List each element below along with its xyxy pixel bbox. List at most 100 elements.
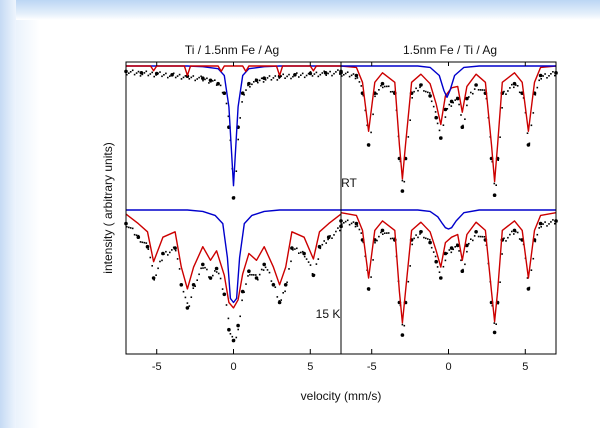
spectrum-dot-bottom-left-23 <box>171 249 173 251</box>
data-point-bottom-left-9 <box>201 262 205 267</box>
data-point-bottom-left-15 <box>236 323 240 328</box>
spectrum-dot-bottom-right-87 <box>511 230 513 233</box>
spectrum-dot-top-left-4 <box>133 73 136 76</box>
spectrum-dot-bottom-left-71 <box>264 266 267 269</box>
spectrum-dot-top-right-39 <box>417 89 419 92</box>
spectrum-dot-bottom-right-1 <box>343 222 345 224</box>
spectrum-dot-top-right-5 <box>350 74 353 77</box>
spectrum-dot-top-right-45 <box>429 92 431 94</box>
spectrum-dot-bottom-right-98 <box>532 257 535 260</box>
spectrum-dot-top-left-73 <box>268 75 271 77</box>
spectrum-dot-top-left-9 <box>143 72 146 74</box>
spectrum-dot-bottom-right-31 <box>401 323 404 326</box>
x-tick-label-bottom-right-5: 5 <box>522 361 528 373</box>
spectrum-dot-top-right-106 <box>548 75 550 77</box>
spectrum-dot-top-right-59 <box>456 96 458 99</box>
spectrum-dot-bottom-right-26 <box>391 237 394 240</box>
spectrum-dot-top-left-43 <box>210 81 212 83</box>
temperature-label-rt: RT <box>341 176 357 190</box>
spectrum-dot-bottom-right-70 <box>477 235 480 238</box>
spectrum-dot-bottom-right-107 <box>550 221 552 223</box>
data-point-bottom-left-20 <box>271 283 276 287</box>
spectrum-dot-bottom-left-1 <box>128 226 130 229</box>
fit-line-bottom-right-1 <box>340 212 557 324</box>
spectrum-dot-top-left-86 <box>294 74 296 76</box>
spectrum-dot-bottom-right-109 <box>554 222 556 225</box>
spectrum-dot-top-right-110 <box>556 72 558 75</box>
spectrum-dot-bottom-right-37 <box>413 237 415 240</box>
spectrum-dot-bottom-left-97 <box>315 263 318 265</box>
spectrum-dot-bottom-right-65 <box>468 242 470 245</box>
spectrum-dot-bottom-right-88 <box>513 233 515 235</box>
spectrum-dot-bottom-left-86 <box>294 248 296 250</box>
spectrum-dot-bottom-left-48 <box>219 277 222 280</box>
spectrum-dot-top-left-40 <box>204 78 206 81</box>
spectrum-dot-top-left-18 <box>161 75 163 78</box>
spectrum-dot-top-right-36 <box>411 97 413 99</box>
spectrum-dot-bottom-right-2 <box>344 220 347 223</box>
spectrum-dot-bottom-right-27 <box>393 237 396 240</box>
spectrum-dot-top-right-79 <box>495 184 497 186</box>
data-point-bottom-right-23 <box>492 330 497 335</box>
spectrum-dot-bottom-left-85 <box>292 249 294 251</box>
spectrum-dot-bottom-right-14 <box>368 289 370 291</box>
spectrum-dot-bottom-right-16 <box>372 259 374 261</box>
spectrum-dot-bottom-left-94 <box>309 264 312 266</box>
spectrum-dot-top-left-100 <box>321 72 324 74</box>
spectrum-dot-bottom-left-76 <box>274 286 277 288</box>
spectrum-dot-top-left-21 <box>167 76 169 79</box>
spectrum-dot-top-left-65 <box>253 81 255 83</box>
spectrum-dot-bottom-right-69 <box>475 230 478 233</box>
spectrum-dot-bottom-right-42 <box>423 236 425 239</box>
spectrum-dot-bottom-right-92 <box>520 239 523 241</box>
spectrum-dot-top-left-51 <box>225 102 228 105</box>
spectrum-dot-bottom-left-109 <box>339 229 341 232</box>
spectrum-dot-bottom-right-110 <box>556 220 558 223</box>
spectrum-dot-bottom-left-28 <box>180 283 183 286</box>
spectrum-dot-top-left-22 <box>169 75 171 77</box>
spectrum-dot-top-right-97 <box>530 124 533 127</box>
spectrum-dot-bottom-right-79 <box>495 323 497 325</box>
spectrum-dot-top-left-57 <box>237 138 239 141</box>
spectrum-dot-bottom-left-33 <box>190 296 193 298</box>
spectrum-dot-bottom-right-104 <box>544 221 546 223</box>
spectrum-dot-bottom-right-51 <box>440 276 443 279</box>
spectrum-dot-bottom-left-42 <box>208 276 210 278</box>
spectrum-dot-top-right-62 <box>462 124 464 127</box>
spectrum-dot-bottom-right-0 <box>341 223 343 225</box>
spectrum-dot-top-right-43 <box>425 90 427 93</box>
spectrum-dot-top-left-103 <box>327 72 329 75</box>
spectrum-dot-bottom-right-19 <box>378 235 380 238</box>
spectrum-dot-bottom-right-43 <box>425 237 427 240</box>
spectrum-dot-bottom-left-0 <box>126 226 128 228</box>
window-side-band <box>0 0 16 428</box>
spectrum-dot-bottom-right-97 <box>530 269 533 271</box>
spectrum-dot-bottom-left-47 <box>217 272 220 275</box>
spectrum-dot-bottom-right-23 <box>386 232 388 234</box>
spectrum-dot-top-right-108 <box>552 71 554 73</box>
spectrum-dot-top-right-38 <box>415 87 417 90</box>
spectrum-dot-bottom-left-105 <box>331 237 333 239</box>
spectrum-dot-bottom-right-17 <box>374 241 376 244</box>
spectrum-dot-top-right-8 <box>356 77 359 79</box>
y-axis-label: intensity ( arbitrary units) <box>101 142 115 273</box>
spectrum-dot-top-right-46 <box>430 100 433 103</box>
spectrum-dot-bottom-left-11 <box>147 248 150 250</box>
spectrum-dot-top-right-69 <box>475 83 478 86</box>
spectrum-dot-bottom-left-46 <box>215 271 218 273</box>
spectrum-dot-top-left-105 <box>331 74 333 77</box>
spectrum-dot-bottom-left-25 <box>174 249 177 252</box>
spectrum-dot-top-left-64 <box>251 83 253 86</box>
spectrum-dot-top-right-70 <box>477 89 480 91</box>
spectrum-dot-top-left-5 <box>135 72 138 74</box>
spectrum-dot-top-left-77 <box>276 79 279 81</box>
spectrum-dot-bottom-right-11 <box>362 241 365 244</box>
fit-line-top-right-2 <box>341 65 556 98</box>
spectrum-dot-bottom-right-101 <box>538 227 540 229</box>
spectrum-dot-bottom-left-7 <box>139 241 142 243</box>
spectrum-dot-top-right-41 <box>421 83 423 86</box>
spectrum-dot-top-left-25 <box>174 76 177 79</box>
panel-top-left <box>124 65 343 200</box>
spectrum-dot-bottom-left-68 <box>258 273 261 276</box>
data-point-top-right-23 <box>492 193 497 197</box>
